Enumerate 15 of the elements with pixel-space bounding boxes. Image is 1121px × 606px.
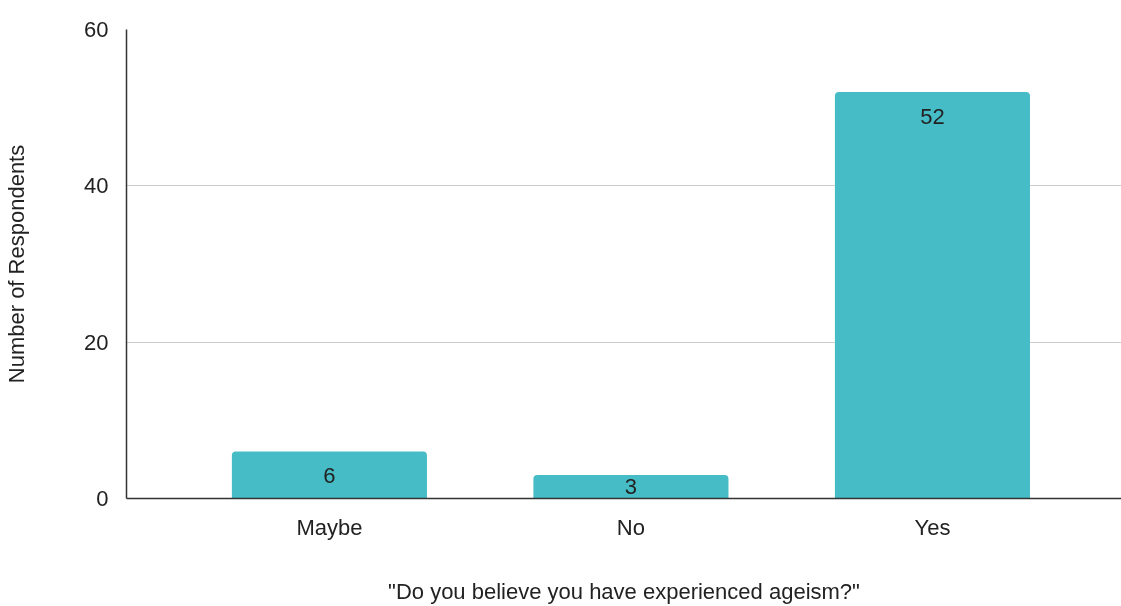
y-tick-label: 40 xyxy=(84,173,109,199)
bar xyxy=(231,451,427,499)
bar xyxy=(533,475,729,499)
y-tick-label: 60 xyxy=(84,17,109,42)
data-label: 6 xyxy=(323,462,336,488)
data-label: 3 xyxy=(624,474,638,500)
y-axis-title: Number of Respondents xyxy=(4,144,30,384)
x-tick-label: Maybe xyxy=(296,514,363,540)
bar xyxy=(834,92,1030,499)
y-tick-label: 20 xyxy=(84,329,109,355)
y-tick-label: 0 xyxy=(96,486,109,511)
x-tick-label: Yes xyxy=(914,514,951,540)
data-label: 52 xyxy=(920,103,945,129)
x-tick-label: No xyxy=(616,514,645,540)
x-axis-title: "Do you believe you have experienced ageism?" xyxy=(388,578,860,604)
